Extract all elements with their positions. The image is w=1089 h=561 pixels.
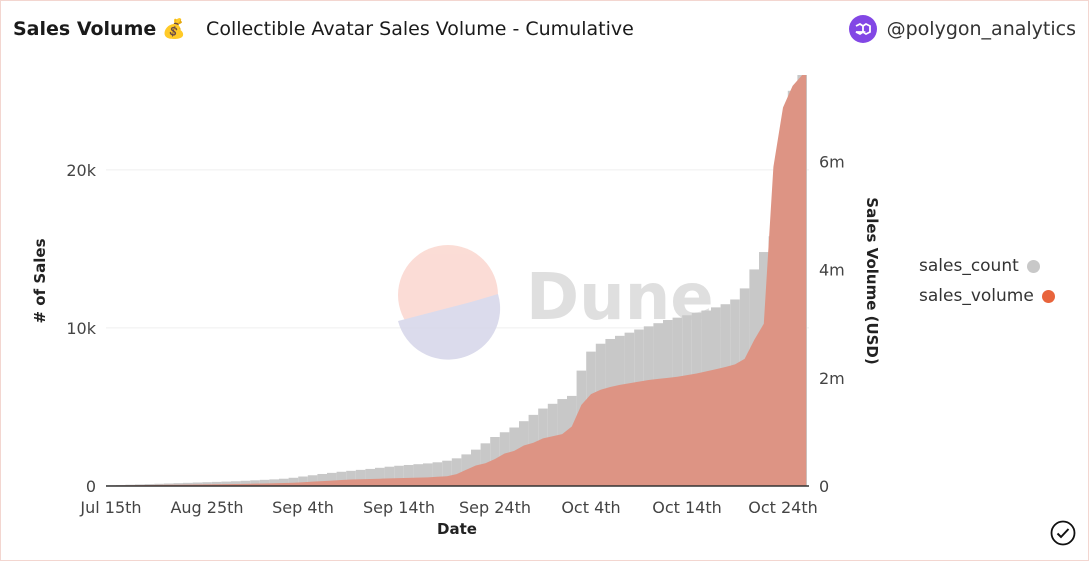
legend-dot-gray bbox=[1026, 259, 1040, 273]
y2-tick-label: 0 bbox=[819, 477, 829, 496]
sales-count-bar bbox=[336, 471, 347, 486]
legend-dot-orange bbox=[1041, 289, 1055, 303]
sales-count-bar bbox=[250, 480, 260, 486]
sales-count-bar bbox=[403, 464, 414, 486]
sales-count-bar bbox=[365, 468, 375, 486]
polygon-logo-icon bbox=[848, 15, 877, 43]
sales-count-bar bbox=[154, 483, 164, 486]
y2-tick-label: 6m bbox=[819, 153, 845, 172]
sales-count-bar bbox=[211, 481, 222, 486]
y2-tick-label: 4m bbox=[819, 261, 845, 280]
sales-count-bar bbox=[317, 473, 327, 486]
sales-count-bar bbox=[355, 469, 366, 486]
sales-volume-area bbox=[106, 75, 807, 486]
sales-count-bar bbox=[346, 470, 356, 486]
x-tick-label: Oct 4th bbox=[561, 498, 620, 517]
x-tick-label: Sep 24th bbox=[459, 498, 531, 517]
sales-count-bar bbox=[307, 475, 318, 486]
y-tick-label: 20k bbox=[66, 161, 96, 180]
y-tick-label: 10k bbox=[66, 319, 96, 338]
y2-axis-title: Sales Volume (USD) bbox=[863, 197, 881, 364]
y2-tick-label: 2m bbox=[819, 369, 845, 388]
sales-count-bar bbox=[442, 460, 452, 486]
sales-count-bar bbox=[173, 483, 183, 486]
sales-count-bar bbox=[384, 466, 395, 486]
dune-watermark: Dune bbox=[398, 245, 714, 360]
sales-count-bar bbox=[259, 479, 270, 486]
legend-label: sales_volume bbox=[919, 286, 1034, 306]
y-tick-label: 0 bbox=[86, 477, 96, 496]
x-tick-label: Jul 15th bbox=[79, 498, 141, 517]
legend-label: sales_count bbox=[919, 256, 1019, 276]
chart-header: Sales Volume 💰 Collectible Avatar Sales … bbox=[13, 17, 634, 40]
sales-count-bar bbox=[279, 478, 289, 486]
y-axis-title: # of Sales bbox=[31, 238, 49, 323]
sales-count-bar bbox=[423, 463, 433, 486]
x-tick-label: Aug 25th bbox=[170, 498, 243, 517]
sales-count-bar bbox=[183, 482, 193, 486]
sales-count-bar bbox=[192, 482, 203, 486]
author-name: @polygon_analytics bbox=[886, 18, 1076, 40]
sales-count-bar bbox=[202, 482, 212, 486]
x-tick-label: Oct 14th bbox=[652, 498, 722, 517]
x-tick-label: Sep 14th bbox=[363, 498, 435, 517]
chart-subtitle: Collectible Avatar Sales Volume - Cumula… bbox=[206, 18, 634, 40]
sales-count-bar bbox=[240, 480, 251, 486]
sales-count-bar bbox=[394, 465, 404, 486]
sales-count-bar bbox=[298, 476, 308, 486]
x-axis-title: Date bbox=[437, 520, 477, 538]
check-circle-icon[interactable] bbox=[1050, 520, 1076, 550]
x-tick-label: Sep 4th bbox=[272, 498, 334, 517]
sales-count-bar bbox=[451, 458, 462, 486]
chart-title: Sales Volume bbox=[13, 18, 157, 40]
sales-count-bar bbox=[231, 481, 241, 486]
sales-count-bar bbox=[221, 481, 231, 486]
x-tick-label: Oct 24th bbox=[748, 498, 818, 517]
legend-sales-count[interactable]: sales_count bbox=[919, 256, 1040, 276]
sales-count-bar bbox=[413, 464, 423, 486]
legend-sales-volume[interactable]: sales_volume bbox=[919, 286, 1055, 306]
sales-count-bar bbox=[163, 483, 174, 486]
sales-count-bar bbox=[432, 462, 443, 486]
author-link[interactable]: @polygon_analytics bbox=[848, 15, 1076, 43]
money-bag-icon: 💰 bbox=[162, 18, 186, 40]
sales-count-bar bbox=[288, 477, 299, 486]
sales-count-bar bbox=[375, 467, 385, 486]
sales-count-bar bbox=[269, 479, 279, 486]
sales-count-bar bbox=[327, 472, 337, 486]
